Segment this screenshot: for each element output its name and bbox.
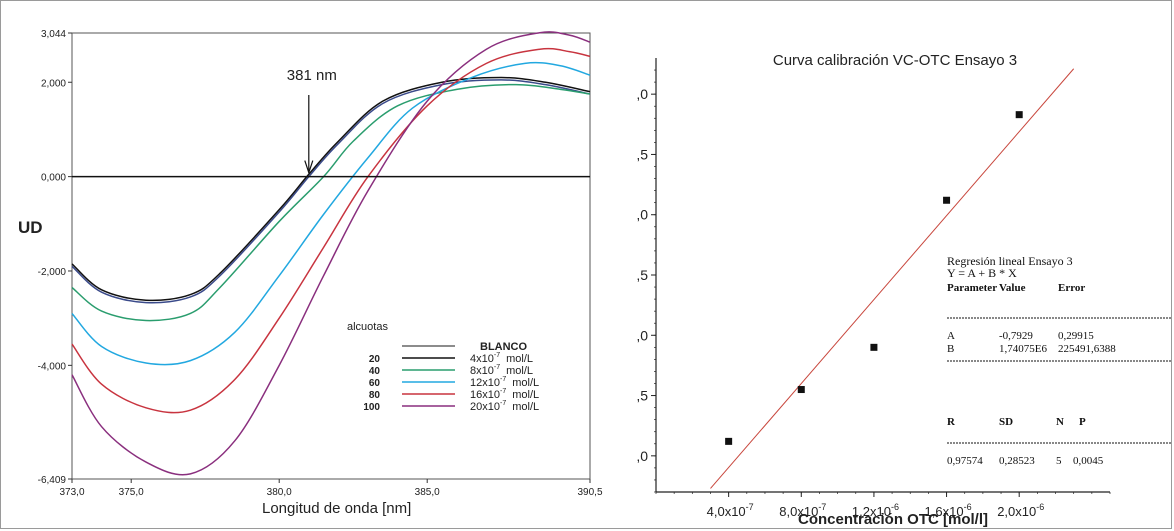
y-tick-label: -6,409 (38, 475, 67, 486)
legend: alcuotas BLANCO 20 4x10-7 mol/L 40 8x10-7 mol/L… (347, 321, 539, 413)
regression-header-cell: Value (999, 282, 1026, 294)
regression-header-cell: Error (1058, 282, 1085, 294)
annotation-label: 381 nm (287, 67, 337, 84)
data-point (1015, 111, 1023, 119)
cal-y-tick-label: ,0 (636, 448, 648, 464)
y-tick-label: 2,000 (41, 78, 66, 89)
cal-x-tick-label: 4,0x10-7 (707, 502, 754, 519)
cal-y-tick-label: ,0 (636, 207, 648, 223)
data-point (725, 437, 733, 445)
legend-qty: 80 (369, 390, 381, 401)
cal-y-tick-label: ,0 (636, 86, 648, 102)
regression-cell: 225491,6388 (1058, 343, 1116, 355)
regression-stats-value: 0,97574 (947, 455, 983, 467)
spectra-chart: 3,044 2,000 0,000 -2,000 -4,000 -6,409 373,0 3… (18, 29, 603, 517)
x-tick-label: 380,0 (267, 487, 292, 498)
data-point (870, 343, 878, 351)
regression-cell: B (947, 343, 954, 355)
regression-header-cell: Parameter (947, 282, 997, 294)
legend-qty: 60 (369, 378, 381, 389)
y-axis-label: UD (18, 218, 43, 237)
regression-stats-header: SD (999, 416, 1013, 428)
spectrum-series-line (71, 31, 591, 476)
y-tick-label: 0,000 (41, 173, 66, 184)
cal-x-tick-label: 1,2x10-6 (852, 502, 899, 519)
cal-y-tick-label: ,5 (636, 267, 648, 283)
y-tick-label: 3,044 (41, 29, 66, 40)
regression-box: Regresión lineal Ensayo 3Y = A + B * X Pa… (947, 254, 1172, 467)
wavelength-annotation: 381 nm (287, 67, 337, 175)
legend-label: 4x10-7 mol/L (470, 352, 533, 365)
calibration-title: Curva calibración VC-OTC Ensayo 3 (773, 52, 1017, 69)
calibration-chart: Curva calibración VC-OTC Ensayo 3 ,0 ,5 ,0… (636, 52, 1172, 528)
legend-label: 20x10-7 mol/L (470, 400, 539, 413)
x-tick-label: 373,0 (59, 487, 84, 498)
regression-stats-header: P (1079, 416, 1086, 428)
cal-x-tick-label: 2,0x10-6 (997, 502, 1044, 519)
annotation-arrow-head (304, 160, 314, 175)
data-point (797, 386, 805, 394)
cal-x-tick-label: 1,6x10-6 (925, 502, 972, 519)
x-axis-label: Longitud de onda [nm] (262, 500, 411, 517)
legend-label: BLANCO (480, 341, 527, 353)
regression-cell: 1,74075E6 (999, 343, 1047, 355)
regression-cell: A (947, 330, 955, 342)
regression-stats-value: 0,0045 (1073, 455, 1104, 467)
legend-title: alcuotas (347, 321, 388, 333)
legend-label: 12x10-7 mol/L (470, 376, 539, 389)
x-tick-label: 375,0 (119, 487, 144, 498)
cal-y-tick-label: ,0 (636, 327, 648, 343)
cal-y-tick-label: ,5 (636, 146, 648, 162)
regression-line (710, 68, 1075, 489)
calibration-x-axis-label: Concentración OTC [mol/l] (798, 511, 988, 528)
regression-stats-header: N (1056, 416, 1064, 428)
regression-cell: -0,7929 (999, 330, 1033, 342)
cal-y-tick-label: ,5 (636, 388, 648, 404)
regression-equation: Y = A + B * X (947, 266, 1017, 280)
legend-qty: 20 (369, 354, 381, 365)
legend-label: 8x10-7 mol/L (470, 364, 533, 377)
regression-title: Regresión lineal Ensayo 3 (947, 254, 1073, 268)
y-tick-label: -4,000 (38, 361, 67, 372)
spectrum-series-line (71, 47, 591, 414)
cal-x-tick-label: 8,0x10-7 (779, 502, 826, 519)
legend-label: 16x10-7 mol/L (470, 388, 539, 401)
legend-qty: 100 (363, 402, 380, 413)
legend-qty: 40 (369, 366, 381, 377)
regression-cell: 0,29915 (1058, 330, 1094, 342)
data-point (943, 196, 951, 204)
regression-stats-value: 0,28523 (999, 455, 1035, 467)
x-tick-label: 390,5 (577, 487, 602, 498)
spectrum-series-line (71, 61, 591, 366)
spectra-plot-area (71, 32, 591, 480)
x-tick-label: 385,0 (415, 487, 440, 498)
regression-stats-header: R (947, 416, 956, 428)
y-tick-label: -2,000 (38, 267, 67, 278)
regression-stats-value: 5 (1056, 455, 1062, 467)
